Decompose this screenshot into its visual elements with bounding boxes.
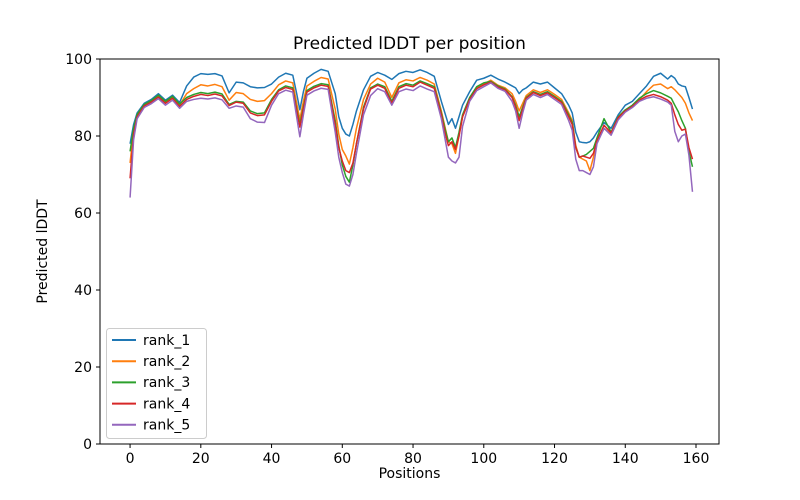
- legend-label-rank-1: rank_1: [143, 333, 190, 349]
- y-axis-ticks: 0 20 40 60 80 100: [65, 52, 100, 453]
- chart-title: Predicted lDDT per position: [293, 34, 526, 54]
- legend-box: [106, 328, 207, 439]
- x-tick-label: 100: [470, 451, 497, 467]
- x-tick-label: 40: [263, 451, 281, 467]
- x-axis-label: Positions: [379, 466, 441, 482]
- x-tick-label: 140: [612, 451, 639, 467]
- y-tick-label: 80: [74, 129, 92, 145]
- y-tick-label: 60: [74, 206, 92, 222]
- legend-label-rank-4: rank_4: [143, 396, 190, 412]
- legend-entry: rank_3: [112, 375, 190, 391]
- legend: rank_1 rank_2 rank_3 rank_4 rank_5: [106, 328, 207, 439]
- legend-label-rank-5: rank_5: [143, 418, 190, 434]
- y-tick-label: 0: [83, 437, 92, 453]
- legend-entry: rank_2: [112, 354, 190, 370]
- y-tick-label: 100: [65, 52, 92, 68]
- series-lines: [129, 68, 694, 198]
- legend-entry: rank_5: [112, 418, 190, 434]
- y-tick-label: 20: [74, 360, 92, 376]
- series-line-rank_4: [129, 81, 694, 179]
- x-tick-label: 80: [404, 451, 422, 467]
- x-tick-label: 20: [192, 451, 210, 467]
- legend-entry: rank_4: [112, 396, 190, 412]
- y-axis-label: Predicted lDDT: [35, 199, 51, 304]
- series-line-rank_5: [129, 82, 694, 198]
- legend-entry: rank_1: [112, 333, 190, 349]
- axes-spines: [99, 58, 720, 445]
- legend-label-rank-2: rank_2: [143, 354, 190, 370]
- x-axis-ticks: 0 20 40 60 80 100 120 140 160: [126, 444, 710, 467]
- series-line-rank_3: [129, 80, 694, 183]
- x-tick-label: 120: [541, 451, 568, 467]
- y-tick-label: 40: [74, 283, 92, 299]
- x-tick-label: 160: [683, 451, 710, 467]
- legend-label-rank-3: rank_3: [143, 375, 190, 391]
- x-tick-label: 0: [126, 451, 135, 467]
- x-tick-label: 60: [333, 451, 351, 467]
